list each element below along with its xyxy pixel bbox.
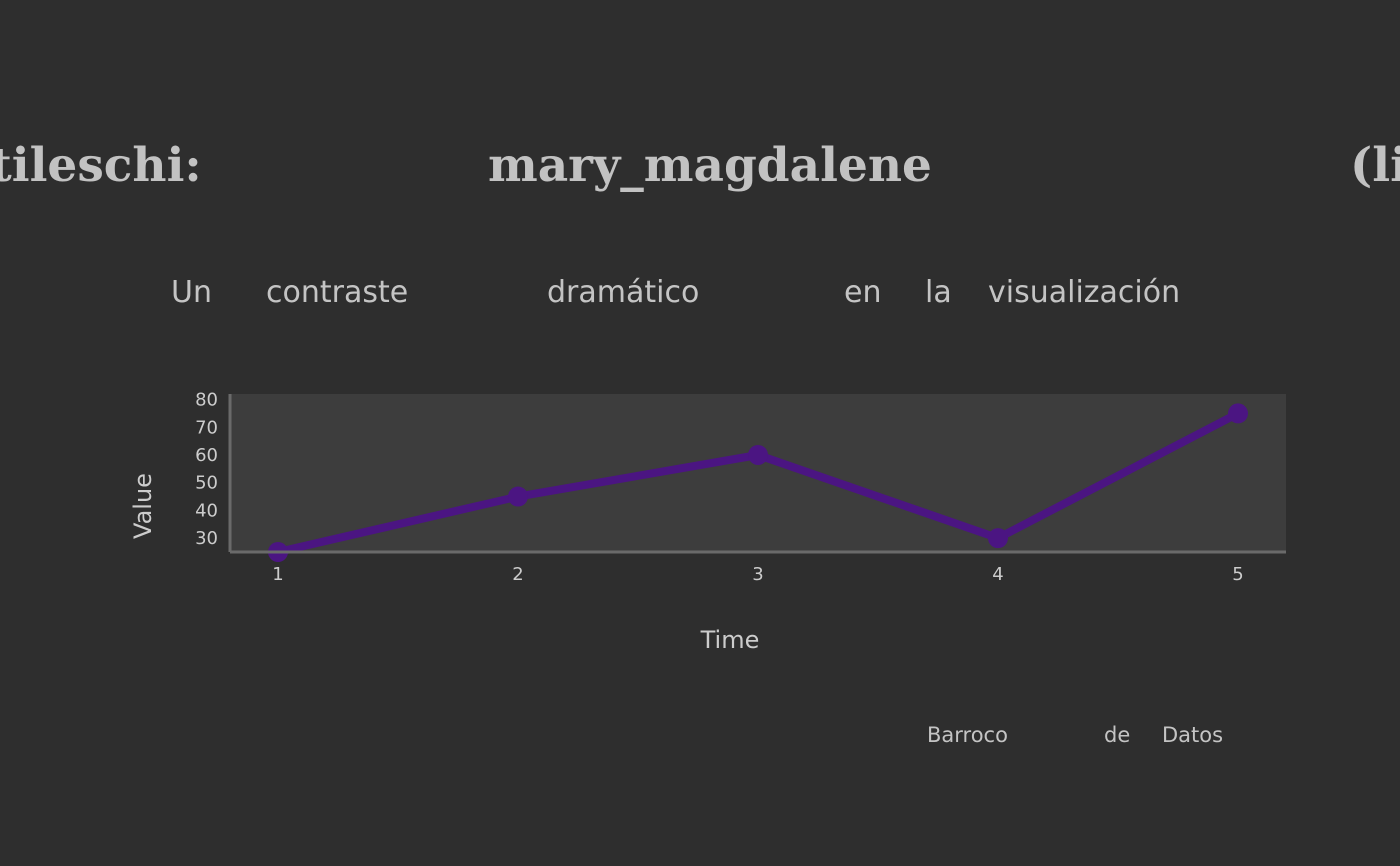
- x-tick-label: 3: [752, 564, 763, 585]
- y-tick-label: 50: [195, 473, 218, 494]
- x-tick-label: 5: [1232, 564, 1243, 585]
- x-tick-label: 4: [992, 564, 1003, 585]
- data-point: [748, 444, 768, 465]
- y-tick-label: 70: [195, 417, 218, 438]
- data-point: [988, 528, 1008, 549]
- title-word-3: (li: [1350, 138, 1400, 193]
- title-word-1: tileschi:: [0, 138, 202, 193]
- x-tick-label: 1: [272, 564, 283, 585]
- subtitle-word-3: dramático: [547, 275, 700, 310]
- y-axis-label: Value: [129, 473, 157, 539]
- y-tick-label: 60: [195, 445, 218, 466]
- y-tick-label: 40: [195, 500, 218, 521]
- y-axis-ticks: 30 40 50 60 70 80: [195, 390, 218, 550]
- subtitle-word-2: contraste: [266, 275, 409, 310]
- caption-word-1: Barroco: [927, 723, 1008, 747]
- data-point: [1228, 403, 1248, 424]
- subtitle-word-5: la: [925, 275, 952, 310]
- subtitle-word-1: Un: [171, 275, 212, 310]
- x-tick-label: 2: [512, 564, 523, 585]
- caption-word-2: de: [1104, 723, 1131, 747]
- data-points: [268, 403, 1248, 562]
- title-word-2: mary_magdalene: [488, 138, 932, 193]
- subtitle-word-4: en: [844, 275, 882, 310]
- subtitle-word-6: visualización: [988, 275, 1181, 310]
- x-axis-label: Time: [700, 626, 760, 654]
- data-point: [508, 486, 528, 507]
- y-tick-label: 80: [195, 390, 218, 411]
- caption-word-3: Datos: [1162, 723, 1224, 747]
- y-tick-label: 30: [195, 528, 218, 549]
- x-axis-ticks: 1 2 3 4 5: [272, 564, 1243, 585]
